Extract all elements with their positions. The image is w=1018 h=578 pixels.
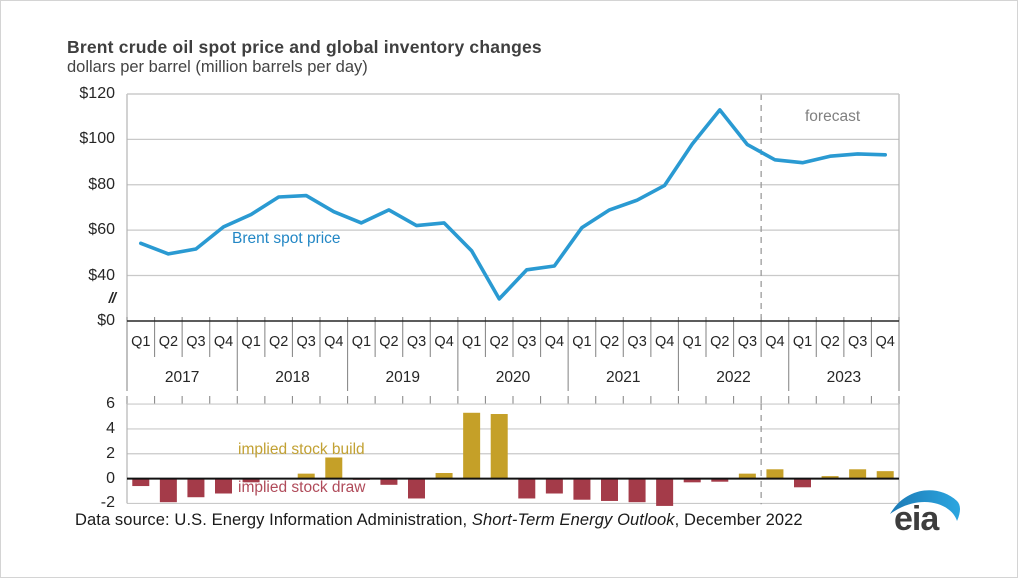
quarter-label: Q4 — [434, 334, 454, 350]
stock-draw-bar — [518, 478, 536, 499]
quarter-label: Q1 — [792, 334, 813, 350]
quarter-label: Q2 — [269, 334, 289, 350]
brent-line-label: Brent spot price — [232, 230, 341, 247]
quarter-label: Q1 — [682, 334, 702, 350]
forecast-label: forecast — [805, 108, 861, 125]
year-label: 2023 — [826, 369, 862, 386]
chart-title: Brent crude oil spot price and global in… — [67, 37, 542, 57]
quarter-label: Q1 — [351, 334, 372, 350]
stock-draw-bar — [159, 478, 177, 503]
year-label: 2021 — [606, 369, 641, 386]
data-source: Data source: U.S. Energy Information Adm… — [75, 511, 803, 530]
quarter-label: Q2 — [599, 334, 620, 350]
price-tick-label: $0 — [97, 312, 115, 329]
quarter-label: Q2 — [710, 334, 730, 350]
stock-build-bar — [821, 476, 839, 479]
quarter-label: Q1 — [572, 334, 592, 350]
inventory-tick-label: -2 — [100, 494, 115, 512]
stock-build-bar — [325, 457, 343, 479]
stock-draw-label: implied stock draw — [238, 479, 366, 496]
quarter-label: Q4 — [544, 334, 565, 350]
quarter-label: Q2 — [820, 334, 840, 350]
year-label: 2020 — [495, 369, 531, 386]
price-tick-label: $120 — [79, 85, 115, 102]
inventory-tick-label: 4 — [106, 419, 115, 437]
stock-draw-bar — [656, 478, 674, 506]
quarter-label: Q4 — [324, 334, 344, 350]
stock-build-bar — [463, 412, 481, 479]
quarter-label: Q3 — [406, 334, 427, 350]
stock-draw-bar — [794, 478, 811, 488]
quarter-label: Q2 — [489, 334, 509, 350]
price-tick-label: $40 — [88, 266, 115, 284]
quarter-label: Q3 — [296, 334, 316, 350]
quarter-label: Q2 — [379, 334, 399, 350]
stock-draw-bar — [545, 478, 563, 494]
quarter-label: Q3 — [737, 334, 758, 350]
quarter-label: Q4 — [655, 334, 675, 350]
stock-draw-bar — [601, 478, 618, 501]
eia-swoosh-icon — [890, 490, 960, 521]
stock-build-bar — [435, 473, 453, 479]
stock-build-bar — [876, 471, 894, 479]
quarter-label: Q1 — [241, 334, 261, 350]
inventory-tick-label: 6 — [106, 395, 115, 413]
quarter-label: Q3 — [627, 334, 647, 350]
stock-draw-bar — [132, 478, 150, 487]
price-tick-label: $100 — [79, 130, 115, 148]
quarter-label: Q1 — [131, 334, 151, 350]
stock-draw-bar — [683, 478, 701, 483]
year-label: 2022 — [716, 369, 751, 386]
stock-draw-bar — [408, 478, 425, 499]
year-label: 2019 — [385, 369, 420, 386]
inventory-tick-label: 2 — [106, 444, 115, 462]
chart-subtitle: dollars per barrel (million barrels per … — [67, 58, 368, 76]
stock-draw-bar — [573, 478, 591, 500]
quarter-label: Q4 — [765, 334, 785, 350]
inventory-tick-label: 0 — [106, 469, 115, 487]
stock-build-bar — [490, 414, 508, 479]
quarter-label: Q3 — [517, 334, 537, 350]
data-source-suffix: , December 2022 — [674, 511, 803, 529]
quarter-label: Q3 — [848, 334, 868, 350]
brent-price-line — [138, 108, 888, 301]
year-label: 2018 — [275, 369, 310, 386]
quarter-label: Q1 — [462, 334, 482, 350]
data-source-prefix: Data source: U.S. Energy Information Adm… — [75, 511, 472, 529]
stock-draw-bar — [380, 478, 398, 485]
quarter-label: Q2 — [158, 334, 179, 350]
quarter-label: Q3 — [186, 334, 206, 350]
stock-build-label: implied stock build — [238, 441, 365, 458]
year-label: 2017 — [164, 369, 200, 386]
stock-build-bar — [766, 469, 784, 479]
price-tick-label: // — [108, 290, 116, 307]
eia-logo-text: eia — [894, 500, 940, 538]
stock-draw-bar — [215, 478, 232, 494]
price-tick-label: $60 — [88, 221, 115, 239]
stock-build-bar — [297, 473, 315, 479]
stock-draw-bar — [242, 478, 260, 483]
price-tick-label: $80 — [88, 175, 115, 193]
stock-draw-bar — [628, 478, 646, 503]
stock-draw-bar — [187, 478, 205, 498]
eia-logo: eia — [887, 483, 967, 541]
stock-draw-bar — [711, 478, 729, 482]
data-source-publication: Short-Term Energy Outlook — [471, 511, 675, 529]
quarter-label: Q4 — [875, 334, 895, 350]
stock-build-bar — [849, 469, 867, 479]
quarter-label: Q4 — [213, 334, 234, 350]
stock-build-bar — [738, 473, 756, 479]
